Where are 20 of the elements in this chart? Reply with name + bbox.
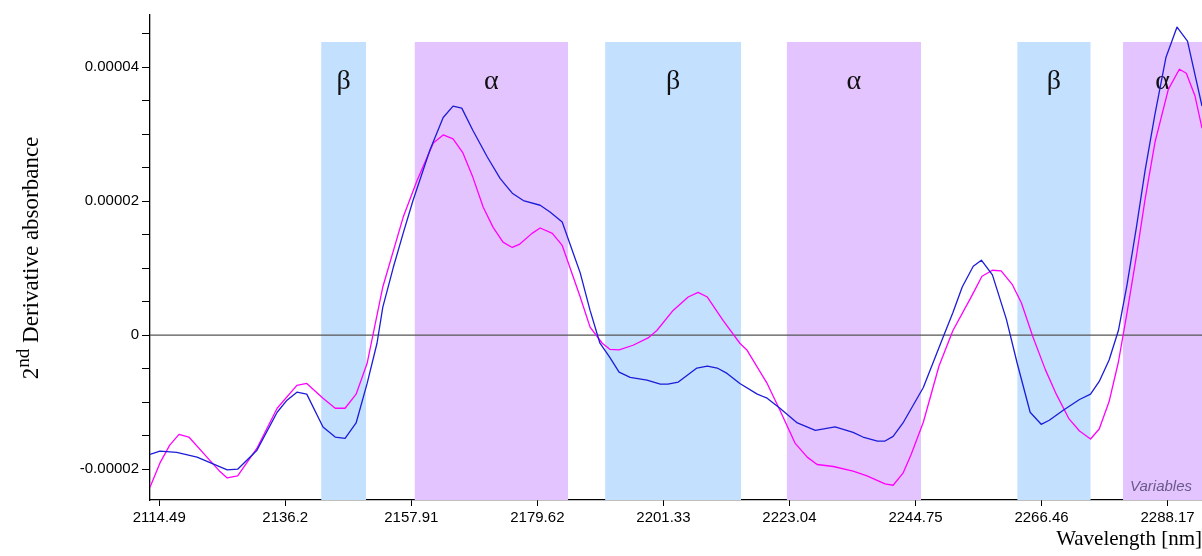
y-tick-label: 0.00002: [84, 191, 139, 209]
x-tick-label: 2136.2: [262, 508, 309, 526]
y-tick-label: -0.00002: [79, 459, 139, 477]
annotation: Variables: [1130, 476, 1193, 494]
x-tick-label: 2266.46: [1014, 508, 1069, 526]
band-label: β: [336, 64, 351, 96]
x-axis-title: Wavelength [nm]: [1056, 525, 1202, 550]
x-tick-label: 2223.04: [762, 508, 817, 526]
y-tick-label: 0: [130, 325, 139, 343]
x-tick-label: 2288.17: [1140, 508, 1195, 526]
x-tick-label: 2114.49: [132, 508, 186, 526]
x-tick-label: 2157.91: [384, 508, 439, 526]
band-label: β: [665, 64, 681, 96]
x-tick-label: 2201.33: [636, 508, 691, 526]
x-tick-label: 2179.62: [510, 508, 565, 526]
y-tick-label: 0.00004: [84, 57, 139, 75]
band-label: β: [1046, 64, 1062, 96]
x-tick-label: 2244.75: [888, 508, 943, 526]
band-label: α: [484, 64, 500, 96]
band-label: α: [846, 64, 862, 96]
